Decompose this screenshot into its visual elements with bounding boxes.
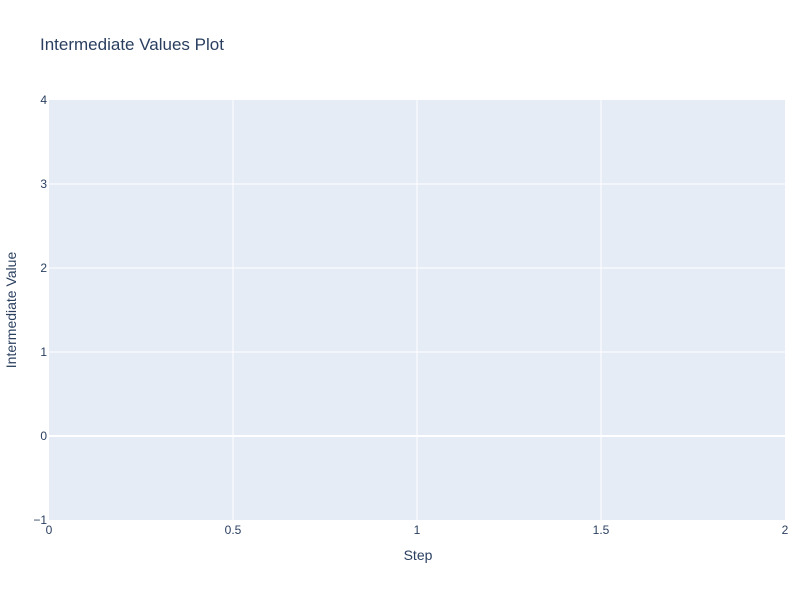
y-tick-labels: −1 0 1 2 3 4 [33, 93, 47, 527]
x-tick-labels: 0 0.5 1 1.5 2 [46, 523, 789, 537]
y-tick-label: 0 [40, 429, 47, 443]
x-tick-label: 0 [46, 523, 53, 537]
x-tick-label: 2 [782, 523, 789, 537]
x-gridlines [232, 100, 602, 520]
x-tick-label: 1 [414, 523, 421, 537]
y-tick-label: 2 [40, 261, 47, 275]
chart-title: Intermediate Values Plot [40, 35, 224, 54]
y-tick-label: −1 [33, 513, 47, 527]
y-gridlines [49, 183, 785, 437]
x-axis-label: Step [404, 547, 433, 563]
x-tick-label: 1.5 [593, 523, 610, 537]
x-tick-label: 0.5 [225, 523, 242, 537]
y-tick-label: 4 [40, 93, 47, 107]
y-axis-label: Intermediate Value [3, 252, 19, 369]
y-tick-label: 1 [40, 345, 47, 359]
y-tick-label: 3 [40, 177, 47, 191]
